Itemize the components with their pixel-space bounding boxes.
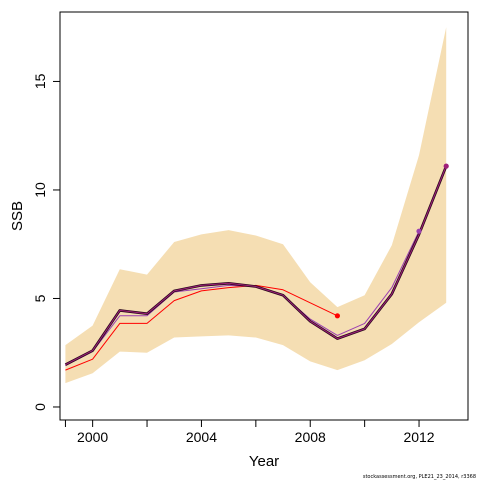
x-tick-label: 2000: [77, 429, 108, 445]
y-tick-label: 5: [32, 294, 48, 302]
y-axis-title: SSB: [9, 201, 26, 231]
series-line-1: [65, 284, 338, 371]
series-end-point-2: [416, 228, 422, 234]
y-tick-label: 10: [32, 182, 48, 198]
y-tick-label: 0: [32, 403, 48, 411]
confidence-band-layer: [65, 27, 447, 384]
series-line-4: [65, 165, 447, 366]
series-layer: [64, 165, 448, 371]
confidence-band: [65, 27, 447, 384]
x-tick-label: 2004: [186, 429, 217, 445]
end-points-layer: [334, 163, 449, 319]
y-axis: 0 5 10 15: [32, 73, 61, 411]
x-axis-title: Year: [249, 453, 279, 470]
x-tick-label: 2012: [403, 429, 434, 445]
series-end-point-4: [443, 163, 449, 169]
series-end-point-1: [334, 313, 340, 319]
footnote: stockassessment.org, PLE21_23_2014, r336…: [363, 474, 476, 480]
x-axis: 2000 2004 2008 2012: [64, 419, 435, 445]
x-tick-label: 2008: [295, 429, 326, 445]
y-tick-label: 15: [32, 73, 48, 89]
